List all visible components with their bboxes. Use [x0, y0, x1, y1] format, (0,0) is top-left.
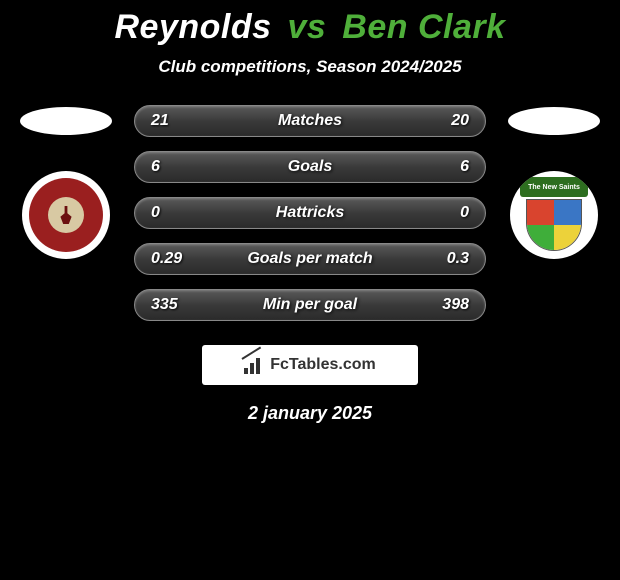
player2-name: Ben Clark	[342, 8, 505, 46]
archer-icon	[59, 206, 73, 224]
player2-oval	[508, 107, 600, 135]
stat-label: Hattricks	[276, 204, 344, 222]
club-badge-right: The New Saints	[510, 171, 598, 259]
shield-q1	[527, 200, 554, 225]
stat-right-value: 6	[423, 158, 469, 176]
player1-oval	[20, 107, 112, 135]
stat-label: Min per goal	[263, 296, 357, 314]
shield-q2	[554, 200, 581, 225]
stat-label: Goals	[288, 158, 332, 176]
stat-left-value: 0.29	[151, 250, 197, 268]
stat-left-value: 6	[151, 158, 197, 176]
date-text: 2 january 2025	[0, 403, 620, 424]
stat-row-goals: 6 Goals 6	[134, 151, 486, 183]
bar-chart-icon	[244, 356, 264, 374]
stat-row-hattricks: 0 Hattricks 0	[134, 197, 486, 229]
stats-column: 21 Matches 20 6 Goals 6 0 Hattricks 0 0.…	[134, 99, 486, 321]
left-column	[16, 99, 116, 259]
right-column: The New Saints	[504, 99, 604, 259]
badge-left-ring	[29, 178, 103, 252]
page-title: Reynolds vs Ben Clark	[0, 8, 620, 47]
badge-left-center	[48, 197, 84, 233]
vs-text: vs	[287, 8, 326, 46]
stat-label: Matches	[278, 112, 342, 130]
player1-name: Reynolds	[114, 8, 271, 46]
stat-label: Goals per match	[247, 250, 372, 268]
club-badge-left	[22, 171, 110, 259]
stat-row-gpm: 0.29 Goals per match 0.3	[134, 243, 486, 275]
stat-right-value: 20	[423, 112, 469, 130]
shield-q4	[554, 225, 581, 250]
badge-right-banner: The New Saints	[520, 177, 588, 197]
stat-right-value: 0.3	[423, 250, 469, 268]
main-row: 21 Matches 20 6 Goals 6 0 Hattricks 0 0.…	[0, 99, 620, 321]
subtitle: Club competitions, Season 2024/2025	[0, 57, 620, 77]
shield-q3	[527, 225, 554, 250]
comparison-card: Reynolds vs Ben Clark Club competitions,…	[0, 0, 620, 580]
badge-right-shield	[526, 199, 582, 251]
stat-right-value: 398	[423, 296, 469, 314]
stat-left-value: 335	[151, 296, 197, 314]
stat-right-value: 0	[423, 204, 469, 222]
brand-text: FcTables.com	[270, 356, 376, 374]
stat-left-value: 21	[151, 112, 197, 130]
brand-logo-box: FcTables.com	[202, 345, 418, 385]
stat-row-matches: 21 Matches 20	[134, 105, 486, 137]
stat-left-value: 0	[151, 204, 197, 222]
stat-row-mpg: 335 Min per goal 398	[134, 289, 486, 321]
